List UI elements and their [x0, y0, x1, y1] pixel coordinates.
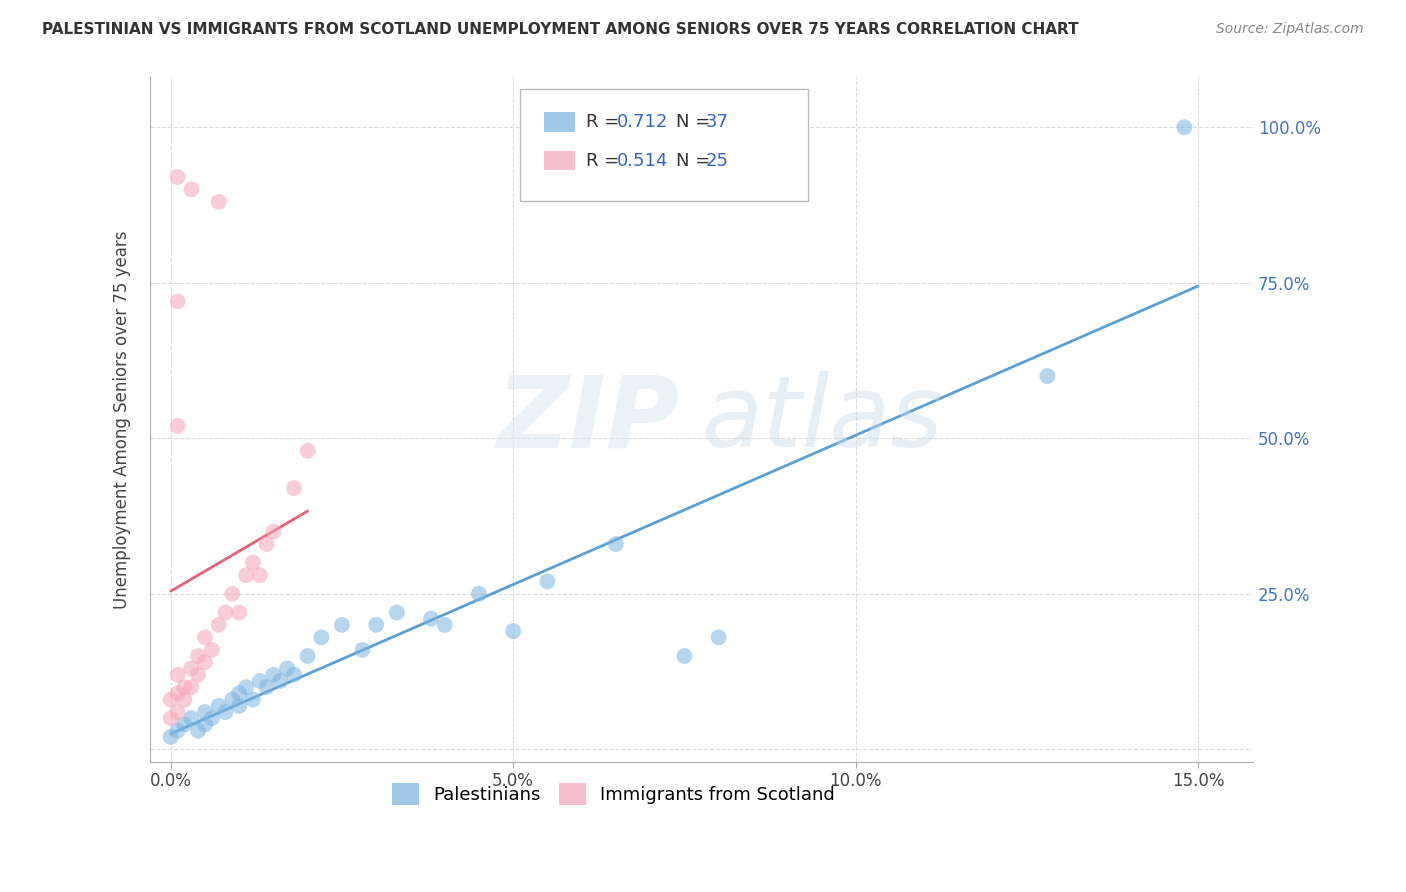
Point	[228, 698, 250, 713]
Point	[208, 194, 231, 209]
Point	[283, 667, 305, 681]
Text: N =: N =	[676, 152, 716, 169]
Point	[228, 686, 250, 700]
Point	[159, 711, 181, 725]
Point	[235, 680, 257, 694]
Point	[502, 624, 524, 639]
Point	[276, 661, 298, 675]
Point	[242, 692, 264, 706]
Point	[166, 705, 188, 719]
Point	[256, 680, 278, 694]
Point	[166, 723, 188, 738]
Point	[420, 612, 443, 626]
Point	[166, 169, 188, 184]
Point	[214, 606, 236, 620]
Point	[166, 294, 188, 309]
Point	[214, 705, 236, 719]
Y-axis label: Unemployment Among Seniors over 75 years: Unemployment Among Seniors over 75 years	[114, 230, 131, 609]
Point	[262, 667, 284, 681]
Point	[201, 711, 224, 725]
Point	[194, 705, 217, 719]
Point	[173, 692, 195, 706]
Point	[249, 568, 271, 582]
Point	[159, 730, 181, 744]
Point	[180, 661, 202, 675]
Text: atlas: atlas	[702, 371, 943, 468]
Point	[297, 443, 319, 458]
Point	[297, 648, 319, 663]
Text: PALESTINIAN VS IMMIGRANTS FROM SCOTLAND UNEMPLOYMENT AMONG SENIORS OVER 75 YEARS: PALESTINIAN VS IMMIGRANTS FROM SCOTLAND …	[42, 22, 1078, 37]
Point	[166, 418, 188, 433]
Point	[283, 481, 305, 495]
Point	[173, 717, 195, 731]
Point	[187, 648, 209, 663]
Point	[173, 680, 195, 694]
Text: 0.712: 0.712	[617, 113, 669, 131]
Point	[187, 723, 209, 738]
Point	[605, 537, 627, 551]
Text: R =: R =	[586, 113, 626, 131]
Point	[256, 537, 278, 551]
Point	[385, 606, 408, 620]
Point	[180, 680, 202, 694]
Point	[262, 524, 284, 539]
Point	[159, 692, 181, 706]
Text: 25: 25	[706, 152, 728, 169]
Point	[228, 606, 250, 620]
Point	[1173, 120, 1195, 135]
Point	[180, 182, 202, 196]
Point	[166, 686, 188, 700]
Point	[166, 667, 188, 681]
Point	[208, 618, 231, 632]
Point	[366, 618, 388, 632]
Point	[249, 673, 271, 688]
Point	[269, 673, 291, 688]
Point	[208, 698, 231, 713]
Point	[536, 574, 558, 589]
Point	[180, 711, 202, 725]
Point	[330, 618, 353, 632]
Text: 37: 37	[706, 113, 728, 131]
Text: 0.514: 0.514	[617, 152, 669, 169]
Point	[242, 556, 264, 570]
Text: R =: R =	[586, 152, 626, 169]
Point	[194, 655, 217, 669]
Point	[352, 642, 374, 657]
Point	[201, 642, 224, 657]
Point	[433, 618, 456, 632]
Point	[221, 692, 243, 706]
Text: ZIP: ZIP	[496, 371, 679, 468]
Text: Source: ZipAtlas.com: Source: ZipAtlas.com	[1216, 22, 1364, 37]
Point	[235, 568, 257, 582]
Legend: Palestinians, Immigrants from Scotland: Palestinians, Immigrants from Scotland	[382, 774, 844, 814]
Point	[194, 631, 217, 645]
Point	[194, 717, 217, 731]
Point	[673, 648, 696, 663]
Point	[707, 631, 730, 645]
Point	[221, 587, 243, 601]
Point	[311, 631, 333, 645]
Point	[468, 587, 491, 601]
Point	[1036, 369, 1059, 384]
Text: N =: N =	[676, 113, 716, 131]
Point	[187, 667, 209, 681]
